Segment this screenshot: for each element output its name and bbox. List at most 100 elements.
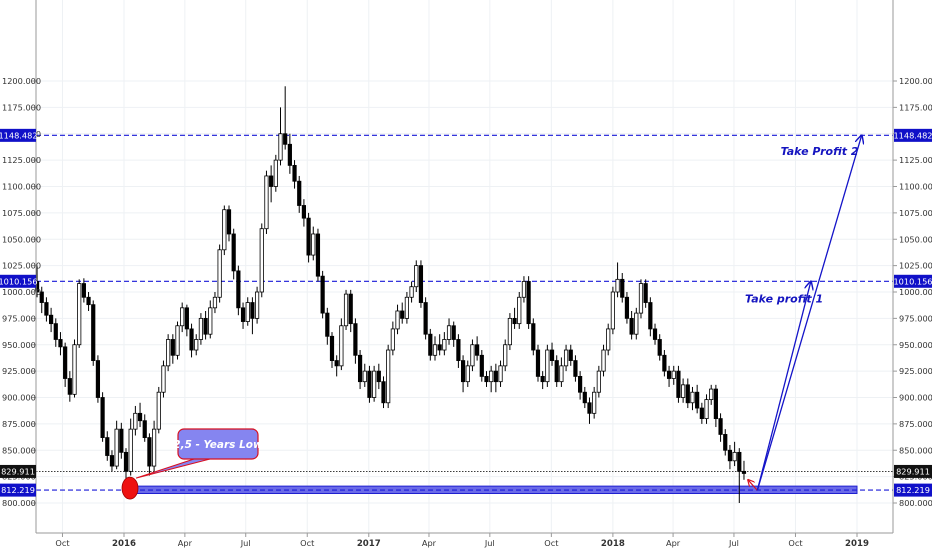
price-label-right: 1148.482: [893, 130, 932, 140]
candle-up: [245, 302, 250, 322]
x-tick-label: Oct: [788, 538, 803, 548]
price-label-right-box: [894, 483, 932, 497]
candle-down: [250, 302, 255, 319]
x-tick-label: 2019: [845, 539, 869, 549]
y-tick-label-left: 1175.000: [2, 102, 41, 112]
candle-up: [386, 349, 391, 404]
y-tick-label-left: 1200.000: [2, 76, 41, 86]
candle-down: [437, 344, 442, 351]
y-tick-label-left: 1000.000: [2, 287, 41, 297]
candle-down: [105, 437, 110, 456]
candle-down: [49, 314, 54, 325]
candle-up: [180, 307, 185, 327]
y-tick-label-right: 975.000: [899, 313, 932, 323]
callout-pointer: [135, 458, 211, 479]
candle-down: [367, 370, 372, 398]
candle-down: [44, 302, 49, 316]
y-tick-label-right: 1175.000: [899, 102, 932, 112]
x-tick-label: Oct: [55, 538, 70, 548]
price-label-right: 812.219: [896, 485, 930, 495]
candle-up: [133, 412, 138, 430]
candle-down: [123, 451, 129, 472]
candle-down: [578, 375, 583, 393]
candle-up: [615, 278, 620, 293]
candle-down: [63, 346, 68, 379]
candle-down: [325, 312, 330, 337]
candle-up: [404, 296, 410, 319]
y-tick-label-left: 1025.000: [2, 261, 41, 271]
candle-up: [732, 451, 737, 462]
candle-down: [648, 302, 653, 330]
candle-up: [442, 339, 447, 351]
candle-up: [563, 349, 569, 367]
y-tick-label-left: 1125.000: [2, 155, 41, 165]
candle-down: [535, 349, 541, 377]
candle-down: [109, 455, 115, 467]
candle-up: [465, 365, 470, 383]
annotation-text: Take Profit 2: [781, 145, 859, 158]
candle-up: [681, 384, 686, 398]
candle-down: [329, 335, 335, 361]
price-label-left: 1010.156: [0, 276, 38, 286]
candle-down: [381, 381, 386, 404]
price-label-left: 829.911: [1, 466, 35, 476]
support-zone: [123, 485, 858, 495]
candle-down: [676, 370, 681, 398]
candle-up: [194, 339, 199, 351]
candle-down: [306, 217, 311, 256]
candle-down: [348, 293, 353, 325]
candle-down: [301, 205, 307, 219]
candle-down: [292, 164, 297, 182]
price-label-right-box: [894, 464, 932, 478]
price-label-left-box: [0, 128, 36, 142]
candle-up: [610, 291, 615, 330]
candle-down: [86, 296, 91, 306]
y-tick-label-left: 1100.000: [2, 182, 41, 192]
candle-down: [723, 434, 728, 451]
y-tick-label-right: 850.000: [899, 445, 932, 455]
candle-up: [503, 344, 508, 367]
candle-up: [77, 283, 82, 346]
candle-up: [198, 317, 204, 340]
candle-up: [559, 365, 564, 383]
candle-up: [592, 391, 597, 414]
candle-down: [685, 384, 690, 404]
candle-down: [269, 175, 274, 187]
candle-down: [320, 275, 325, 314]
candle-up: [606, 328, 611, 351]
y-tick-label-right: 950.000: [899, 340, 932, 350]
candle-up: [208, 307, 213, 335]
candle-down: [493, 370, 498, 383]
candle-down: [91, 304, 96, 361]
candle-down: [554, 360, 559, 383]
candle-down: [203, 317, 208, 335]
candle-up: [343, 293, 349, 327]
y-tick-label-right: 1075.000: [899, 208, 932, 218]
candle-up: [259, 228, 264, 293]
x-tick-label: Jul: [240, 538, 251, 548]
price-label-right-box: [894, 128, 932, 142]
candle-up: [339, 325, 344, 367]
candle-down: [119, 428, 124, 453]
candle-up: [254, 291, 260, 319]
candle-down: [236, 270, 241, 309]
x-tick-label: 2017: [357, 539, 381, 549]
candle-down: [727, 449, 733, 462]
candle-up: [372, 370, 377, 398]
candle-down: [142, 420, 147, 438]
price-label-left: 1148.482: [0, 130, 38, 140]
candle-up: [638, 283, 644, 314]
candle-up: [222, 209, 227, 251]
candle-up: [166, 339, 171, 367]
candle-down: [582, 391, 587, 404]
candle-up: [273, 159, 278, 187]
candle-down: [629, 317, 634, 335]
price-label-right-box: [894, 274, 932, 288]
candle-down: [620, 278, 625, 298]
price-label-right: 829.911: [896, 466, 930, 476]
candle-down: [400, 310, 405, 319]
candle-down: [315, 233, 321, 277]
candle-down: [549, 349, 555, 361]
